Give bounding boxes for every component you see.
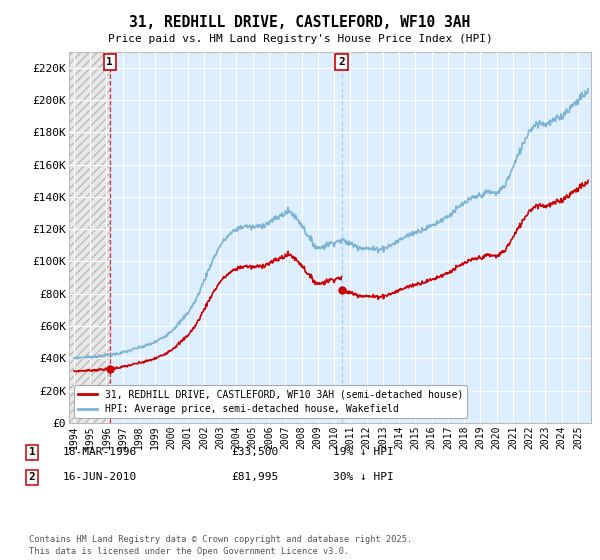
Legend: 31, REDHILL DRIVE, CASTLEFORD, WF10 3AH (semi-detached house), HPI: Average pric: 31, REDHILL DRIVE, CASTLEFORD, WF10 3AH … [74,385,467,418]
Text: Price paid vs. HM Land Registry's House Price Index (HPI): Price paid vs. HM Land Registry's House … [107,34,493,44]
Text: 16-JUN-2010: 16-JUN-2010 [63,472,137,482]
Bar [69,52,110,423]
Text: 1: 1 [106,57,113,67]
Text: 19% ↓ HPI: 19% ↓ HPI [333,447,394,458]
Text: 18-MAR-1996: 18-MAR-1996 [63,447,137,458]
Text: 1: 1 [29,447,35,458]
Text: 2: 2 [338,57,345,67]
Text: 31, REDHILL DRIVE, CASTLEFORD, WF10 3AH: 31, REDHILL DRIVE, CASTLEFORD, WF10 3AH [130,15,470,30]
Text: 30% ↓ HPI: 30% ↓ HPI [333,472,394,482]
Text: £81,995: £81,995 [231,472,278,482]
Text: 2: 2 [29,472,35,482]
Text: Contains HM Land Registry data © Crown copyright and database right 2025.
This d: Contains HM Land Registry data © Crown c… [29,535,412,556]
Text: £33,500: £33,500 [231,447,278,458]
